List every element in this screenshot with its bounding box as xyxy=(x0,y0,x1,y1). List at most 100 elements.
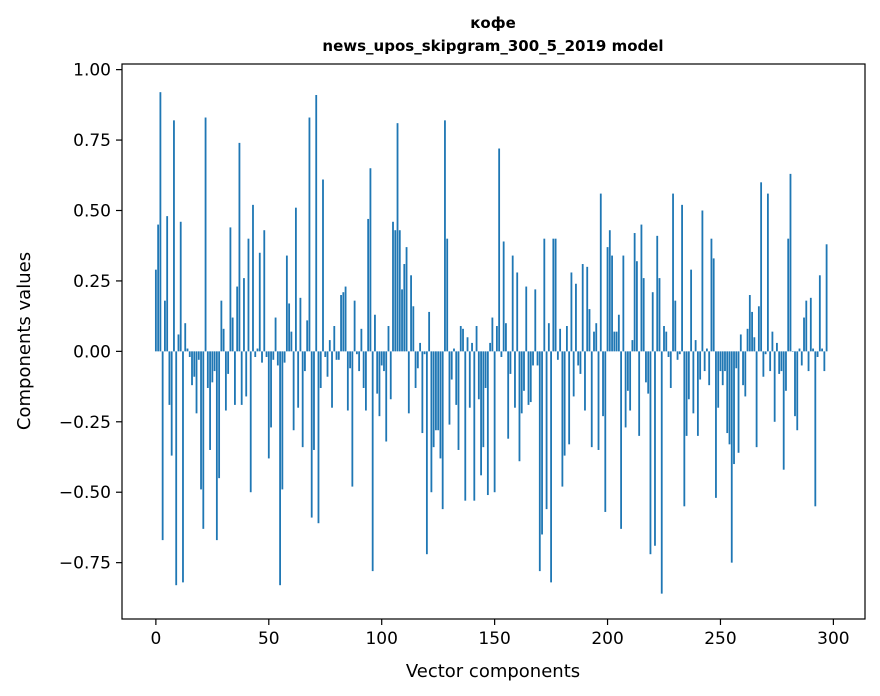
x-tick-label: 200 xyxy=(591,629,623,649)
bar xyxy=(168,351,171,405)
bar xyxy=(500,351,503,357)
bar xyxy=(202,351,205,529)
bar xyxy=(412,306,415,352)
bar xyxy=(552,238,555,352)
bar xyxy=(527,351,530,405)
bar xyxy=(798,348,801,352)
x-axis-label: Vector components xyxy=(406,661,580,682)
bar xyxy=(516,272,519,352)
bar xyxy=(355,351,358,355)
bar xyxy=(392,221,394,352)
bar xyxy=(328,340,331,352)
bar xyxy=(789,173,792,352)
bar xyxy=(308,117,311,352)
bar xyxy=(227,351,230,374)
y-axis: −0.75 −0.50 −0.25 0.00 0.25 0.50 0.75 1.00 xyxy=(59,61,122,574)
bar xyxy=(313,351,315,450)
bar xyxy=(602,351,604,417)
bar xyxy=(656,235,659,352)
bar xyxy=(737,351,740,453)
bar xyxy=(658,278,661,352)
bar xyxy=(735,351,738,369)
bar xyxy=(724,351,726,372)
bar xyxy=(389,351,392,400)
bar xyxy=(283,351,286,363)
bar xyxy=(676,351,679,360)
bar xyxy=(575,283,577,352)
bar xyxy=(577,351,580,366)
bar xyxy=(184,323,187,352)
bar xyxy=(362,351,365,388)
bar xyxy=(385,351,388,442)
bar xyxy=(692,351,695,414)
bar xyxy=(608,230,611,352)
bar xyxy=(642,278,645,352)
bar xyxy=(407,351,410,414)
bar xyxy=(794,351,796,417)
bar xyxy=(559,328,562,352)
bar xyxy=(654,351,656,546)
bar xyxy=(665,331,668,352)
bar xyxy=(285,255,288,352)
bar xyxy=(351,351,354,487)
bar xyxy=(719,351,722,372)
bar xyxy=(633,233,636,352)
x-tick-label: 50 xyxy=(258,629,280,649)
bar xyxy=(638,351,641,436)
bar xyxy=(620,351,622,529)
bar xyxy=(649,351,652,555)
bar xyxy=(346,351,349,411)
bar xyxy=(462,328,464,352)
bar xyxy=(586,266,589,352)
bar xyxy=(624,351,627,428)
bar xyxy=(536,351,539,366)
bar xyxy=(660,351,663,594)
bar xyxy=(322,179,324,352)
bar xyxy=(430,351,433,493)
bar xyxy=(229,227,232,352)
bar xyxy=(179,221,182,352)
y-tick-label: −0.25 xyxy=(59,413,111,433)
bar xyxy=(270,351,272,428)
bar xyxy=(290,331,293,352)
bar xyxy=(636,261,638,352)
bar xyxy=(498,148,501,352)
bar xyxy=(721,351,724,386)
bar xyxy=(757,306,760,352)
bar xyxy=(215,351,218,541)
bar xyxy=(371,351,374,572)
bar xyxy=(615,331,618,352)
bar xyxy=(701,210,704,352)
x-tick-label: 0 xyxy=(150,629,161,649)
bar xyxy=(206,351,209,388)
bar xyxy=(403,264,406,352)
bar xyxy=(333,326,336,352)
bar xyxy=(800,351,803,366)
bar xyxy=(579,351,582,374)
bar xyxy=(699,351,702,380)
bar xyxy=(432,351,435,448)
bar xyxy=(279,351,281,586)
bar xyxy=(604,351,607,512)
y-tick-label: −0.50 xyxy=(59,483,111,503)
bar xyxy=(631,340,634,352)
bar xyxy=(394,230,397,352)
chart-subtitle: news_upos_skipgram_300_5_2019 model xyxy=(322,37,663,55)
bar xyxy=(803,317,805,352)
bar xyxy=(629,351,632,411)
bar xyxy=(455,351,458,405)
bar xyxy=(785,351,787,391)
x-tick-label: 300 xyxy=(817,629,849,649)
bar xyxy=(448,351,451,425)
bar xyxy=(304,351,306,372)
bar xyxy=(681,204,683,352)
bars-group xyxy=(154,92,828,594)
bar xyxy=(538,351,541,572)
bar xyxy=(541,351,543,535)
bar xyxy=(159,92,162,352)
bar xyxy=(694,340,697,352)
chart-title: кофе xyxy=(470,14,516,32)
bar xyxy=(310,351,313,518)
bar xyxy=(696,351,699,436)
bar xyxy=(193,351,196,377)
